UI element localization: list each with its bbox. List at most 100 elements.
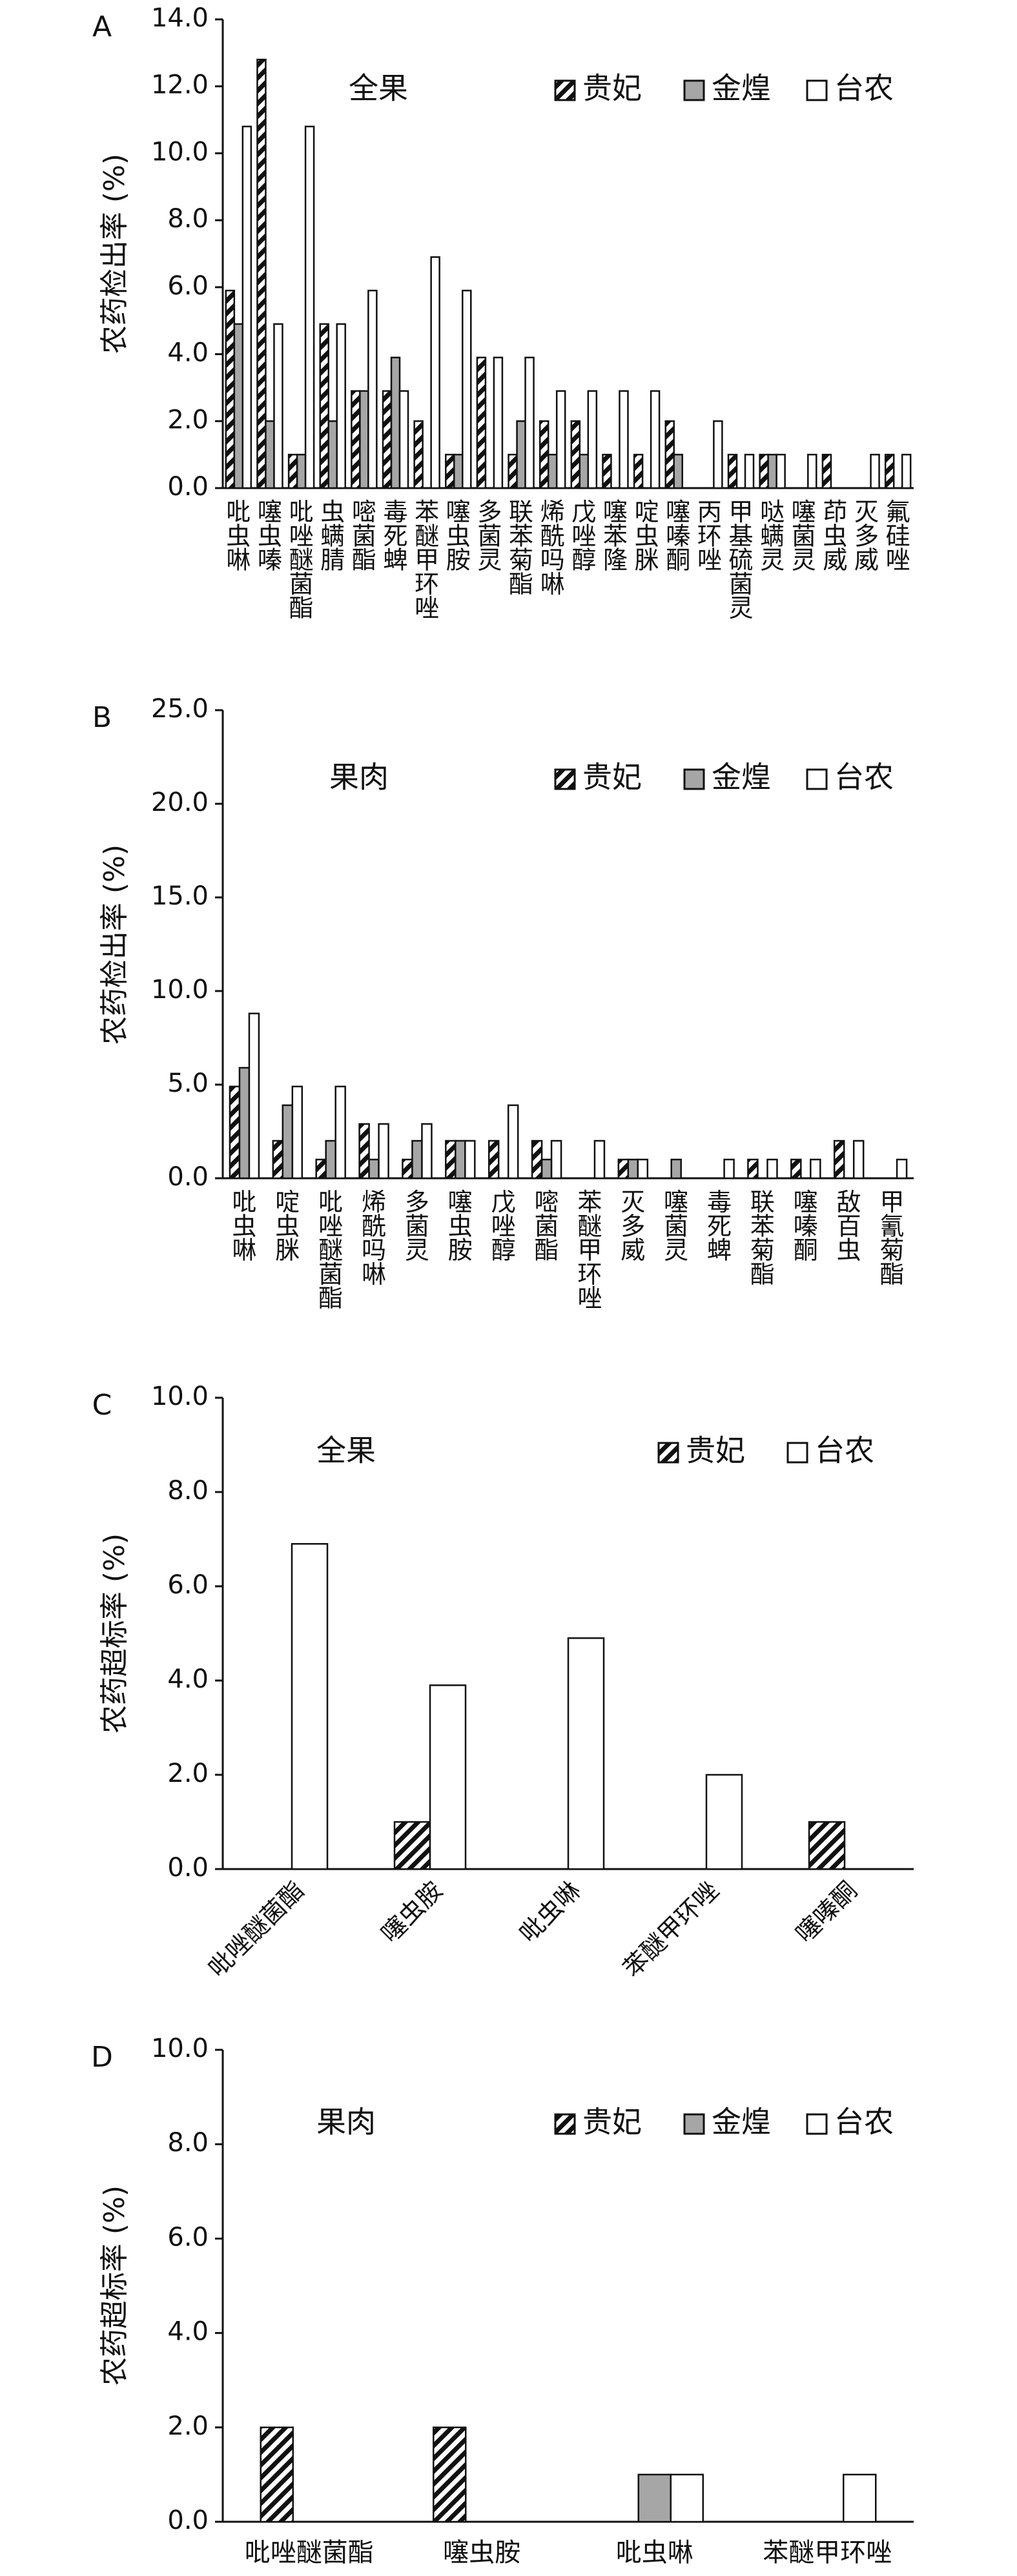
y-tick-label: 4.0 (167, 338, 209, 368)
bar (531, 1140, 543, 1180)
bar (229, 1085, 241, 1180)
bar (382, 390, 393, 489)
bar (550, 1140, 562, 1180)
y-tick-label: 8.0 (167, 2128, 209, 2158)
x-tick-label: 联苯菊酯 (509, 498, 533, 598)
bar (273, 323, 283, 489)
bar (807, 453, 817, 489)
bar (238, 1067, 251, 1180)
bar (367, 289, 378, 489)
bar (358, 1123, 370, 1180)
x-tick-label: 吡唑醚菌酯 (318, 1188, 343, 1313)
y-axis-label: 农药超标率 (%) (98, 2185, 131, 2386)
x-tick-label: 苯醚甲环唑 (577, 1188, 602, 1313)
bar (790, 1158, 802, 1180)
panel-label: D (91, 2041, 113, 2074)
bar (429, 1684, 467, 1870)
x-tick-label: 哒螨灵 (760, 498, 785, 574)
bar (664, 420, 675, 489)
bar (378, 1123, 389, 1180)
bar (256, 58, 267, 489)
panel-label: B (92, 701, 112, 734)
x-tick-label: 烯酰吗啉 (540, 498, 565, 598)
bar (296, 453, 307, 489)
x-tick-label: 戊唑醇 (491, 1188, 516, 1264)
bar (587, 390, 598, 489)
panel-d: D 0.0 2.0 4.0 6.0 8.0 10.0 农药超标率 (%) 果肉 贵妃 金煌 台农吡唑醚… (91, 2034, 914, 2568)
y-tick-label: 8.0 (167, 204, 209, 234)
x-tick-label: 嘧菌酯 (352, 498, 376, 574)
bar (462, 289, 472, 489)
x-tick-label: 多菌灵 (405, 1188, 429, 1264)
bar (870, 453, 880, 489)
x-tick-label: 噻嗪酮 (666, 498, 690, 574)
bar (747, 1158, 759, 1180)
x-tick-label: 吡虫啉 (226, 498, 251, 574)
bar (260, 2426, 294, 2523)
bar (637, 2473, 672, 2523)
panel-a: A 0.0 2.0 4.0 6.0 8.0 10.0 12.0 14.0 农药检出率 (%) 全果 贵… (92, 3, 914, 622)
bar (650, 390, 661, 489)
bar (516, 420, 526, 489)
x-tick-label: 苯醚甲环唑 (763, 2538, 892, 2568)
legend-label: 贵妃 (582, 2105, 642, 2140)
bar (336, 323, 346, 489)
x-tick-label: 噻嗪酮 (794, 1188, 818, 1264)
y-tick-label: 4.0 (167, 1664, 209, 1694)
legend-swatch (806, 2113, 828, 2135)
panel-c: C 0.0 2.0 4.0 6.0 8.0 10.0 农药超标率 (%) 全果 贵妃 台农吡唑醚菌酯… (92, 1382, 914, 1983)
bar (265, 420, 275, 489)
x-tick-label: 丙环唑 (697, 498, 722, 574)
bar (744, 453, 755, 489)
bar (455, 1140, 466, 1180)
y-axis-label: 农药检出率 (%) (98, 154, 131, 354)
legend-swatch (554, 768, 576, 790)
x-tick-label: 啶虫脒 (635, 498, 659, 574)
x-tick-label: 噻虫胺 (446, 498, 471, 574)
x-tick-label: 噻菌灵 (792, 498, 816, 574)
legend-swatch (683, 2113, 705, 2135)
x-tick-label: 噻苯隆 (603, 498, 628, 574)
legend-label: 贵妃 (582, 760, 642, 795)
bar (547, 453, 558, 489)
bar (627, 1158, 639, 1180)
y-tick-label: 5.0 (167, 1068, 209, 1098)
y-tick-label: 0.0 (167, 472, 209, 502)
y-tick-label: 6.0 (167, 271, 209, 301)
bar (570, 420, 581, 489)
bar (884, 453, 895, 489)
bar (287, 453, 298, 489)
x-tick-label: 噻虫胺 (443, 2538, 520, 2568)
x-tick-label: 敌百虫 (837, 1188, 861, 1264)
bar (411, 1140, 423, 1180)
bar (291, 1543, 329, 1870)
chart-title: 果肉 (329, 760, 389, 795)
y-tick-label: 6.0 (167, 2222, 209, 2252)
bar (637, 1158, 649, 1180)
legend-swatch (806, 768, 828, 790)
bar (723, 1158, 735, 1180)
x-tick-label: 吡虫啉 (616, 2538, 693, 2568)
x-tick-label: 噻虫胺 (376, 1876, 448, 1948)
y-tick-label: 10.0 (151, 1382, 209, 1411)
bar (493, 356, 504, 489)
bar (248, 1012, 260, 1180)
bar (524, 356, 535, 489)
y-tick-label: 10.0 (151, 975, 209, 1005)
x-tick-label: 氟硅唑 (886, 498, 910, 574)
bar (843, 2473, 877, 2523)
legend-swatch (683, 768, 705, 790)
y-tick-label: 10.0 (151, 137, 209, 167)
x-tick-label: 啶虫脒 (275, 1188, 300, 1264)
bar (810, 1158, 821, 1180)
chart-title: 全果 (349, 71, 408, 106)
bar (833, 1140, 845, 1180)
bar (567, 1637, 605, 1870)
x-tick-label: 苯醚甲环唑 (617, 1876, 724, 1983)
legend-swatch (806, 79, 828, 101)
bar (433, 2426, 467, 2523)
bar (540, 1158, 553, 1180)
x-tick-label: 多菌灵 (477, 498, 502, 574)
x-tick-label: 苯醚甲环唑 (415, 498, 439, 622)
bar (430, 256, 440, 489)
